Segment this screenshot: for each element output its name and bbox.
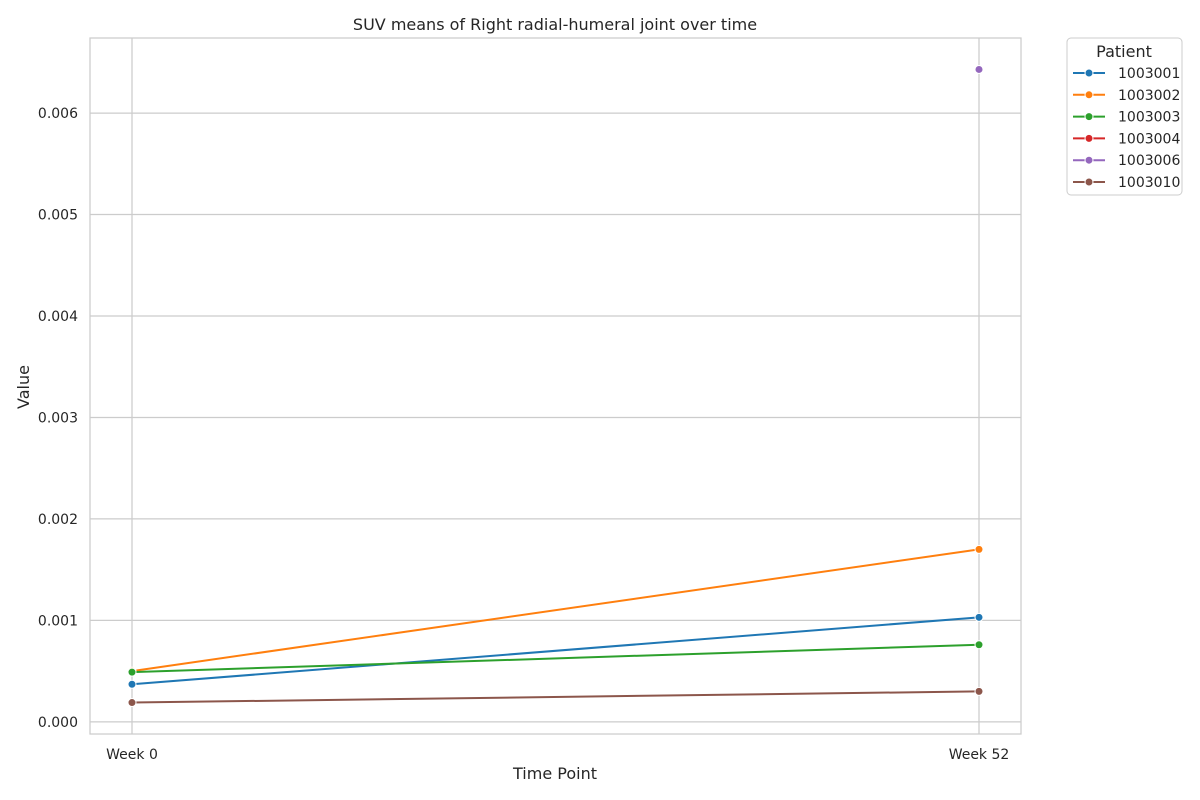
y-tick-label: 0.006 (38, 106, 78, 122)
legend-label: 1003001 (1118, 66, 1180, 82)
chart-title: SUV means of Right radial-humeral joint … (353, 15, 757, 34)
legend-item: 1003004 (1073, 131, 1180, 147)
series-1003001 (127, 612, 984, 689)
legend-item: 1003003 (1073, 110, 1180, 126)
grid (90, 38, 1021, 734)
y-tick-label: 0.001 (38, 613, 78, 629)
series-1003010 (127, 686, 984, 708)
series-line (131, 548, 980, 673)
y-tick-label: 0.003 (38, 410, 78, 426)
data-point (127, 698, 137, 708)
series-1003003 (127, 640, 984, 677)
legend-title: Patient (1096, 42, 1152, 61)
series-line (131, 690, 980, 704)
y-tick-label: 0.000 (38, 715, 78, 731)
legend-box (1066, 37, 1183, 196)
legend-item: 1003001 (1073, 66, 1180, 82)
legend-label: 1003003 (1118, 110, 1180, 126)
data-point (974, 640, 984, 650)
x-tick-label: Week 0 (106, 747, 158, 763)
legend-label: 1003002 (1118, 88, 1180, 104)
plot-frame (89, 37, 1022, 735)
legend-point-marker (1084, 133, 1094, 143)
data-point (974, 544, 984, 554)
data-point (974, 64, 984, 74)
legend-items: 1003001 1003002 1003003 1003004 1003006 10030… (1073, 66, 1180, 191)
x-axis-label: Time Point (512, 764, 597, 783)
legend-point-marker (1084, 90, 1094, 100)
data-point (127, 667, 137, 677)
legend-point-marker (1084, 112, 1094, 122)
y-tick-label: 0.005 (38, 208, 78, 224)
y-tick-label: 0.002 (38, 512, 78, 528)
data-point (974, 612, 984, 622)
legend-point-marker (1084, 177, 1094, 187)
data-point (974, 686, 984, 696)
legend-label: 1003006 (1118, 153, 1180, 169)
legend-point-marker (1084, 68, 1094, 78)
series-line (131, 616, 980, 686)
tick-labels: 0.000 0.001 0.002 0.003 0.004 0.005 0.006 Week … (38, 106, 1009, 763)
y-tick-label: 0.004 (38, 309, 78, 325)
legend-label: 1003010 (1118, 175, 1180, 191)
series-1003006 (974, 64, 984, 74)
data-point (127, 679, 137, 689)
plot-background (90, 38, 1021, 734)
legend-point-marker (1084, 155, 1094, 165)
series-line (131, 643, 980, 674)
x-tick-label: Week 52 (949, 747, 1010, 763)
legend: Patient 10030011003002100300310030041003… (1066, 37, 1183, 196)
series-layer (127, 64, 984, 708)
legend-item: 1003010 (1073, 175, 1180, 191)
legend-item: 1003006 (1073, 153, 1180, 169)
legend-label: 1003004 (1118, 131, 1180, 147)
legend-item: 1003002 (1073, 88, 1180, 104)
y-axis-label: Value (14, 365, 33, 409)
